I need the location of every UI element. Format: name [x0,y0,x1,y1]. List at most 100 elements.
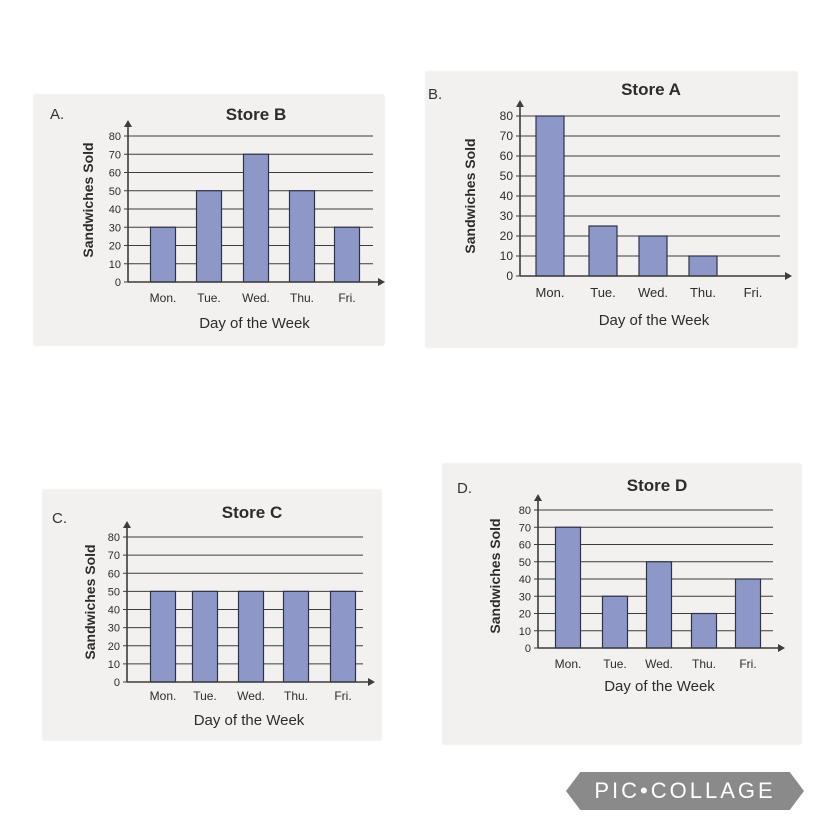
y-axis-title: Sandwiches Sold [82,544,98,659]
y-tick-label: 60 [519,540,531,552]
y-tick-label: 70 [519,522,531,534]
y-tick-label: 30 [519,591,531,603]
y-tick-label: 60 [108,568,120,580]
bar [242,153,270,283]
x-tick-label: Tue. [197,291,221,305]
y-tick-label: 0 [506,269,513,283]
bar [734,578,762,649]
bar [645,561,673,649]
chart-panel-d: D. 0 10 20 30 40 50 60 70 80 Mon. Tue. Wed. Thu. Fri.… [443,464,801,744]
y-tick-label: 10 [500,249,514,263]
bar [282,590,310,683]
y-tick-label: 60 [500,149,514,163]
x-tick-label: Wed. [237,689,265,703]
x-tick-label: Mon. [150,291,177,305]
y-axis-arrow [123,521,131,528]
x-axis-title: Day of the Week [604,678,715,695]
y-tick-label: 10 [109,259,121,271]
chart-panel-a: A. 0 10 20 30 40 50 60 70 80 Mon. Tue. Wed. Thu. Fri.… [34,95,385,345]
y-tick-label: 40 [500,189,514,203]
chart-store-c: 0 10 20 30 40 50 60 70 80 Mon. Tue. Wed. Thu. Fri. Sto… [82,503,375,729]
y-tick-label: 70 [108,550,120,562]
y-axis-title: Sandwiches Sold [487,518,503,633]
bar [535,115,565,277]
pic-collage-watermark: PIC•COLLAGE [566,772,804,810]
x-tick-label: Fri. [338,291,355,305]
chart-store-b: 0 10 20 30 40 50 60 70 80 Mon. Tue. Wed. Thu. Fri. Sto… [80,105,385,332]
y-axis-arrow [124,120,132,127]
x-tick-label: Wed. [242,291,270,305]
x-tick-label: Fri. [744,285,763,300]
x-tick-label: Tue. [590,285,616,300]
y-tick-label: 0 [115,277,121,289]
y-tick-label: 20 [108,641,120,653]
y-tick-label: 40 [519,574,531,586]
bar [638,235,668,277]
x-tick-label: Wed. [638,285,668,300]
bar [149,226,177,283]
y-tick-label: 50 [519,557,531,569]
option-letter-a: A. [50,106,65,123]
y-tick-label: 60 [109,168,121,180]
y-axis-arrow [516,100,524,107]
x-tick-label: Tue. [603,657,627,671]
x-axis-arrow [378,278,385,286]
bar [333,226,361,283]
x-tick-label: Fri. [739,657,756,671]
option-letter-b: B. [428,86,443,103]
y-tick-label: 10 [519,626,531,638]
x-tick-label: Tue. [193,689,217,703]
bar [237,590,265,683]
y-axis-title: Sandwiches Sold [462,138,478,253]
y-axis-arrow [534,494,542,501]
x-tick-label: Thu. [690,285,716,300]
y-tick-label: 20 [109,241,121,253]
x-tick-label: Mon. [555,657,582,671]
bar [191,590,219,683]
y-tick-label: 0 [114,677,120,689]
y-tick-label: 70 [500,129,514,143]
x-tick-label: Thu. [290,291,314,305]
x-axis-arrow [368,678,375,686]
x-axis-title: Day of the Week [599,312,710,329]
y-tick-label: 80 [108,532,120,544]
option-letter-c: C. [52,510,67,527]
chart-store-a: 0 10 20 30 40 50 60 70 80 Mon. Tue. Wed. Thu. Fri. Sto… [462,80,792,329]
x-tick-label: Wed. [645,657,673,671]
y-tick-label: 50 [500,169,514,183]
y-tick-label: 30 [109,222,121,234]
x-axis-arrow [778,644,785,652]
y-tick-label: 40 [109,204,121,216]
bar [554,526,582,649]
y-tick-label: 30 [108,623,120,635]
chart-panel-b: B. 0 10 20 30 40 50 60 70 80 Mon. Tue. Wed. Thu. Fri.… [426,72,797,347]
chart-title: Store D [627,476,687,495]
y-tick-label: 40 [108,605,120,617]
y-tick-label: 10 [108,659,120,671]
y-tick-label: 20 [500,229,514,243]
x-axis-title: Day of the Week [199,315,310,332]
x-tick-label: Thu. [692,657,716,671]
bar [329,590,357,683]
option-letter-d: D. [457,480,472,497]
chart-panel-c: C. 0 10 20 30 40 50 60 70 80 Mon. Tue. Wed. Thu. Fri.… [43,490,381,740]
chart-store-d: 0 10 20 30 40 50 60 70 80 Mon. Tue. Wed. Thu. Fri. Sto… [487,476,785,695]
chart-title: Store A [621,80,681,99]
y-tick-label: 0 [525,643,531,655]
bar [588,225,618,277]
bar [195,190,223,283]
chart-title: Store B [226,105,286,124]
x-tick-label: Fri. [334,689,351,703]
y-tick-label: 50 [108,586,120,598]
y-tick-label: 80 [500,109,514,123]
bar [688,255,718,277]
y-tick-label: 50 [109,186,121,198]
y-axis-title: Sandwiches Sold [80,142,96,257]
y-tick-label: 70 [109,149,121,161]
y-tick-label: 80 [109,131,121,143]
x-axis-arrow [785,272,792,280]
x-tick-label: Thu. [284,689,308,703]
bar [288,190,316,283]
x-axis-title: Day of the Week [194,712,305,729]
bar [149,590,177,683]
